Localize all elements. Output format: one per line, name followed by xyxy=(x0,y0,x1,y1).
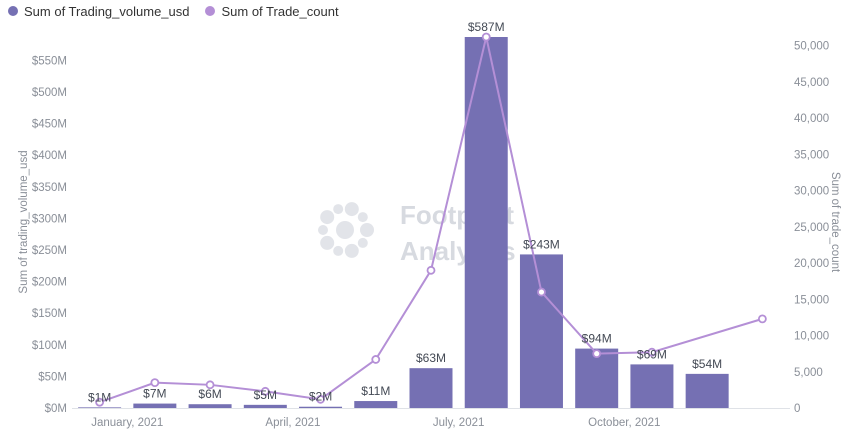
bar xyxy=(133,403,177,408)
left-tick-label: $100M xyxy=(32,340,67,352)
left-tick-label: $150M xyxy=(32,308,67,320)
bar xyxy=(685,373,729,408)
watermark-petal xyxy=(320,210,335,225)
bar xyxy=(188,404,232,408)
bar xyxy=(354,401,398,408)
watermark-petal xyxy=(357,237,368,248)
bar-value-label: $63M xyxy=(416,351,446,365)
legend-label-trading-volume: Sum of Trading_volume_usd xyxy=(24,3,190,19)
right-tick-label: 30,000 xyxy=(794,186,829,198)
right-tick-label: 10,000 xyxy=(794,331,829,343)
watermark-petal xyxy=(344,243,359,258)
bar-value-label: $94M xyxy=(582,332,612,346)
right-axis-title: Sum of trade_count xyxy=(829,172,841,273)
left-tick-label: $0M xyxy=(45,403,67,415)
legend-label-trade-count: Sum of Trade_count xyxy=(221,3,339,19)
left-tick-label: $300M xyxy=(32,213,67,225)
bar xyxy=(243,404,287,408)
bar xyxy=(409,368,453,408)
left-tick-label: $450M xyxy=(32,119,67,131)
right-y-axis: 0 5,000 10,000 15,000 20,000 25,000 30,000 35,0… xyxy=(794,41,841,415)
bar-data-labels: $1M $7M $6M $5M $2M $11M $63M $587M $243M $94M $69… xyxy=(88,20,722,404)
watermark-petal xyxy=(357,212,368,223)
trade-count-point xyxy=(647,347,657,357)
right-tick-label: 0 xyxy=(794,403,800,415)
right-tick-label: 20,000 xyxy=(794,258,829,270)
line-series xyxy=(95,32,767,407)
bar xyxy=(630,364,674,408)
bar xyxy=(78,407,122,408)
trade-count-point xyxy=(205,380,215,390)
x-tick-label: January, 2021 xyxy=(91,417,163,429)
bar-value-label: $6M xyxy=(198,387,221,401)
legend-item-trading-volume[interactable]: Sum of Trading_volume_usd xyxy=(8,4,189,19)
bar-value-label: $243M xyxy=(523,237,560,251)
right-tick-label: 15,000 xyxy=(794,294,829,306)
watermark-petal xyxy=(344,202,359,217)
x-tick-label: April, 2021 xyxy=(265,417,320,429)
trade-count-point xyxy=(150,378,160,388)
right-tick-label: 45,000 xyxy=(794,77,829,89)
left-tick-label: $200M xyxy=(32,277,67,289)
left-tick-label: $550M xyxy=(32,55,67,67)
x-tick-label: October, 2021 xyxy=(588,417,660,429)
legend-swatch-bar xyxy=(8,6,18,16)
right-tick-label: 5,000 xyxy=(794,367,823,379)
trade-count-point xyxy=(260,386,270,396)
right-tick-label: 35,000 xyxy=(794,149,829,161)
bar-value-label: $54M xyxy=(692,357,722,371)
bar xyxy=(464,37,508,408)
left-y-axis: $0M $50M $100M $150M $200M $250M $300M $350M $40… xyxy=(18,55,67,415)
right-tick-label: 50,000 xyxy=(794,41,829,53)
watermark-petal xyxy=(333,204,344,215)
trade-count-point xyxy=(537,287,546,297)
legend-swatch-line xyxy=(205,6,216,16)
watermark-petal xyxy=(333,245,344,256)
x-tick-label: July, 2021 xyxy=(433,417,485,429)
bar-value-label: $5M xyxy=(254,388,277,402)
left-tick-label: $50M xyxy=(38,371,67,383)
watermark-center xyxy=(336,221,354,239)
bar-value-label: $2M xyxy=(309,390,332,404)
chart-legend: Sum of Trading_volume_usd Sum of Trade_c… xyxy=(8,2,339,20)
bar xyxy=(299,406,343,408)
trade-count-point xyxy=(757,314,767,324)
left-tick-label: $350M xyxy=(32,182,67,194)
watermark-petal xyxy=(318,225,328,235)
left-axis-title: Sum of trading_volume_usd xyxy=(18,150,30,293)
bar-value-label: $7M xyxy=(143,387,166,401)
left-tick-label: $250M xyxy=(32,245,67,257)
trade-count-point xyxy=(371,355,381,364)
trade-count-point xyxy=(481,32,491,42)
legend-item-trade-count[interactable]: Sum of Trade_count xyxy=(205,3,339,19)
trade-count-point xyxy=(316,394,325,404)
bar-value-label: $587M xyxy=(468,20,505,34)
left-tick-label: $500M xyxy=(32,87,67,99)
bar-value-label: $11M xyxy=(361,384,390,398)
trade-count-point xyxy=(426,265,436,275)
watermark-petal xyxy=(360,223,374,237)
right-tick-label: 25,000 xyxy=(794,222,829,234)
bar-value-label: $69M xyxy=(637,347,667,361)
bar xyxy=(575,348,619,408)
bar-value-label: $1M xyxy=(88,390,111,404)
x-axis: January, 2021 April, 2021 July, 2021 Octobe… xyxy=(72,408,790,429)
left-tick-label: $400M xyxy=(32,150,67,162)
bar xyxy=(519,254,563,408)
trade-count-line xyxy=(99,36,763,404)
trade-count-point xyxy=(95,397,105,407)
trade-count-point xyxy=(592,349,602,359)
watermark-petal xyxy=(320,235,335,250)
right-tick-label: 40,000 xyxy=(794,113,829,125)
